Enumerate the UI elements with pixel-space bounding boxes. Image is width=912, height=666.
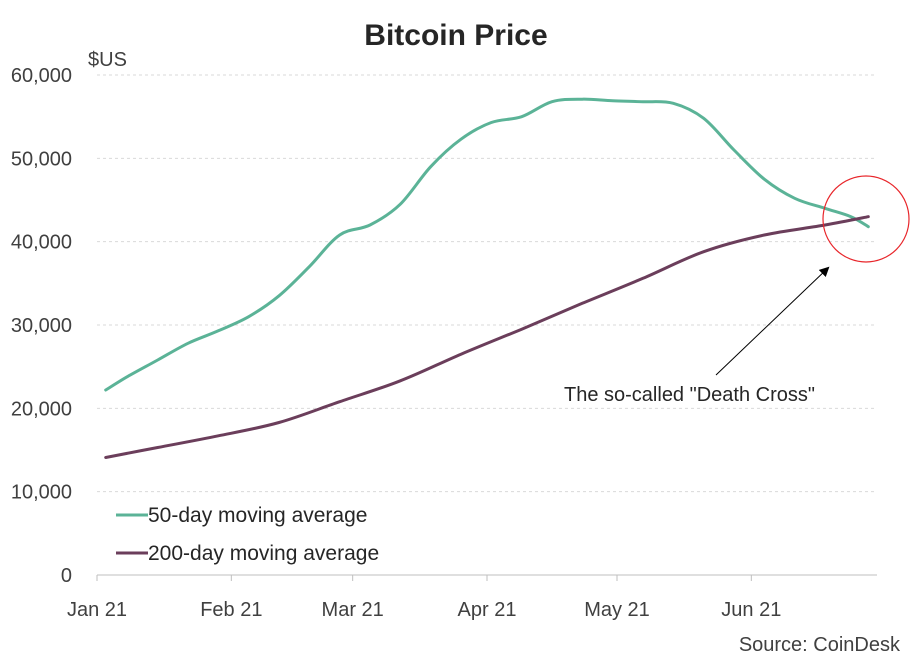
source-label: Source: CoinDesk [739, 634, 901, 656]
legend: 50-day moving average 200-day moving ave… [116, 504, 379, 565]
y-tick-label: 0 [61, 565, 72, 587]
y-tick-label: 10,000 [11, 482, 72, 504]
x-tick-label: Jan 21 [67, 599, 127, 621]
y-tick-label: 40,000 [11, 232, 72, 254]
x-tick-label: May 21 [584, 599, 650, 621]
gridlines [97, 74, 877, 493]
x-tick-label: Apr 21 [458, 599, 517, 621]
x-tick-label: Mar 21 [322, 599, 384, 621]
annotation-arrow [715, 266, 830, 376]
series-line-50-day [104, 97, 870, 392]
y-tick-label: 50,000 [11, 148, 72, 170]
legend-label-50-day: 50-day moving average [148, 504, 367, 527]
y-tick-label: 30,000 [11, 315, 72, 337]
y-axis-unit-label: $US [88, 49, 127, 71]
x-tick-labels: Jan 21 Feb 21 Mar 21 Apr 21 May 21 Jun 21 [67, 575, 781, 621]
death-cross-highlight-circle [822, 175, 910, 263]
x-tick-label: Jun 21 [721, 599, 781, 621]
x-tick-label: Feb 21 [200, 599, 262, 621]
death-cross-annotation: The so-called "Death Cross" [564, 384, 815, 406]
series-lines [104, 97, 870, 459]
y-tick-labels: 0 10,000 20,000 30,000 40,000 50,000 60,000 [11, 65, 72, 587]
series-line-200-day [104, 215, 870, 459]
legend-label-200-day: 200-day moving average [148, 542, 379, 565]
chart-title: Bitcoin Price [364, 19, 547, 52]
y-tick-label: 20,000 [11, 398, 72, 420]
y-tick-label: 60,000 [11, 65, 72, 87]
